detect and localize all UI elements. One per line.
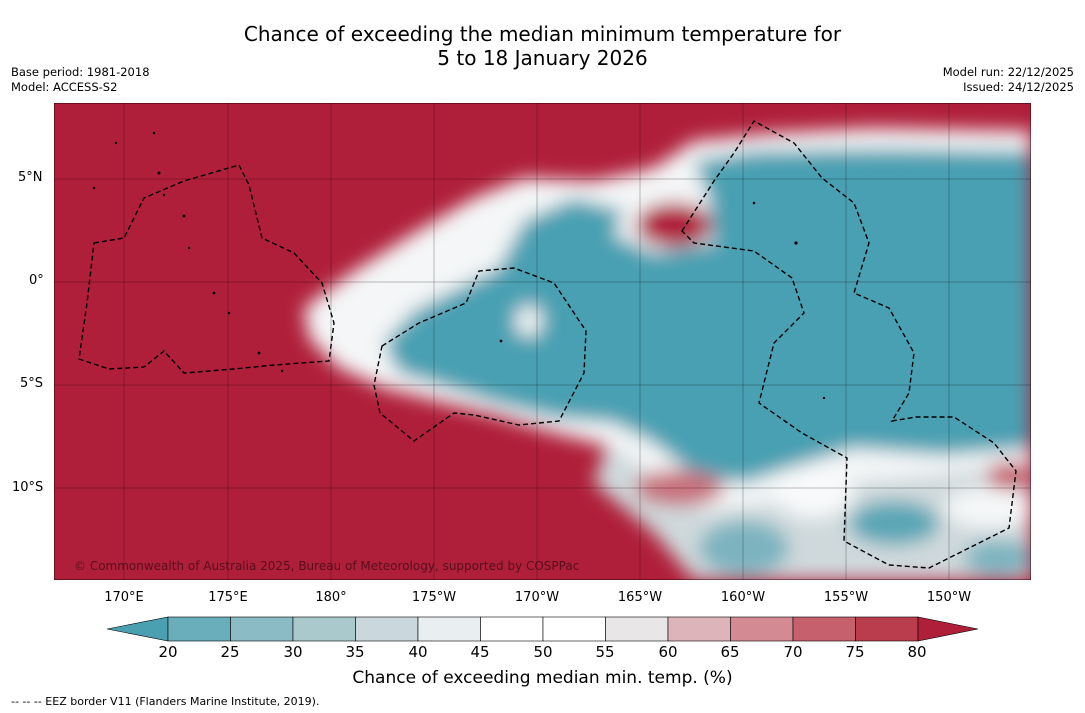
colorbar-tick-40: 40 — [408, 643, 428, 661]
colorbar-tick-60: 60 — [658, 643, 678, 661]
white-patch-south — [774, 468, 854, 518]
colorbar-cell-50 — [542, 616, 606, 642]
map-panel[interactable]: © Commonwealth of Australia 2025, Bureau… — [54, 103, 1031, 580]
colorbar-extend-high — [917, 616, 979, 642]
eez-line-islands — [681, 120, 1017, 569]
lon-label-155w: 155°W — [823, 590, 869, 605]
colorbar-cell-65 — [730, 616, 794, 642]
lat-label-0: 0° — [29, 273, 44, 288]
white-patch-southeast — [944, 488, 1031, 528]
colorbar-cell-70 — [792, 616, 856, 642]
colorbar-tick-35: 35 — [345, 643, 365, 661]
colorbar-cell-60 — [667, 616, 731, 642]
model-name: Model: ACCESS-S2 — [11, 80, 118, 94]
title-line-1: Chance of exceeding the median minimum t… — [243, 22, 842, 46]
warm-pocket-east — [987, 462, 1031, 490]
lat-label-10s: 10°S — [12, 480, 44, 495]
colorbar-cell-75 — [855, 616, 919, 642]
colorbar-tick-20: 20 — [158, 643, 178, 661]
colorbar-tick-80: 80 — [907, 643, 927, 661]
colorbar-label: Chance of exceeding median min. temp. (%… — [352, 668, 733, 688]
colorbar-cell-25 — [230, 616, 294, 642]
model-run: Model run: 22/12/2025 — [942, 65, 1074, 79]
colorbar-cell-30 — [292, 616, 356, 642]
colorbar-cell-55 — [605, 616, 669, 642]
eez-phoenix — [373, 267, 587, 442]
map-title: Chance of exceeding the median minimum t… — [0, 22, 1085, 70]
lat-label-5n: 5°N — [18, 170, 43, 185]
colorbar-tick-55: 55 — [595, 643, 615, 661]
lon-label-170w: 170°W — [514, 590, 560, 605]
lat-label-5s: 5°S — [20, 376, 44, 391]
lon-label-175e: 175°E — [208, 590, 248, 605]
cool-patch-south-1 — [699, 520, 789, 576]
lon-label-180: 180° — [315, 590, 347, 605]
below-median-region — [384, 149, 1031, 483]
colorbar-tick-50: 50 — [533, 643, 553, 661]
lon-label-160w: 160°W — [720, 590, 766, 605]
eez-gilberts — [78, 164, 335, 374]
colorbar — [106, 616, 979, 642]
islands — [92, 131, 826, 400]
colorbar-tick-30: 30 — [283, 643, 303, 661]
lon-label-150w: 150°W — [926, 590, 972, 605]
base-period: Base period: 1981-2018 — [11, 65, 150, 79]
lon-label-165w: 165°W — [617, 590, 663, 605]
colorbar-tick-45: 45 — [470, 643, 490, 661]
warm-pocket-north — [636, 203, 712, 247]
lon-label-175w: 175°W — [411, 590, 457, 605]
issued-date: Issued: 24/12/2025 — [963, 80, 1074, 94]
colorbar-tick-75: 75 — [845, 643, 865, 661]
cool-patch-south-2 — [849, 501, 939, 545]
copyright-notice: © Commonwealth of Australia 2025, Bureau… — [74, 559, 579, 573]
lon-label-170e: 170°E — [104, 590, 144, 605]
meta-right: Model run: 22/12/2025 Issued: 24/12/2025 — [943, 65, 1074, 95]
colorbar-cell-20 — [167, 616, 231, 642]
eez-legend-footer: -- -- -- EEZ border V11 (Flanders Marine… — [11, 695, 320, 708]
graticule — [54, 103, 1031, 580]
title-line-2: 5 to 18 January 2026 — [437, 46, 648, 70]
colorbar-tick-65: 65 — [720, 643, 740, 661]
colorbar-cell-35 — [355, 616, 419, 642]
meta-left: Base period: 1981-2018 Model: ACCESS-S2 — [11, 65, 150, 95]
colorbar-cell-40 — [417, 616, 481, 642]
colorbar-tick-70: 70 — [783, 643, 803, 661]
pale-spot — [515, 305, 543, 337]
eez-borders — [78, 120, 1017, 569]
cool-patch-south-3 — [964, 540, 1031, 576]
colorbar-extend-low — [106, 616, 169, 642]
colorbar-cell-45 — [480, 616, 544, 642]
colorbar-tick-25: 25 — [220, 643, 240, 661]
